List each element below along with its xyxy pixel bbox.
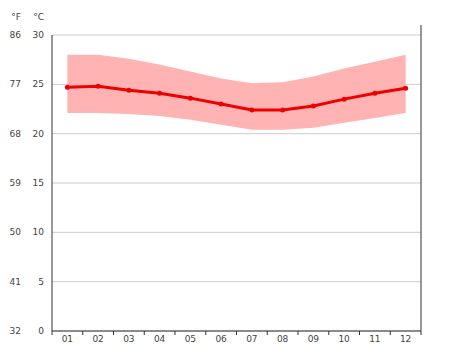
- y-tick-label: 25: [33, 79, 44, 89]
- x-tick-label: 12: [400, 334, 411, 344]
- marker: [311, 104, 316, 109]
- marker: [188, 96, 193, 101]
- x-tick: [175, 331, 176, 335]
- x-tick-label: 07: [246, 334, 257, 344]
- y2-tick-label: 77: [10, 79, 21, 89]
- x-tick: [113, 331, 114, 335]
- marker: [65, 85, 70, 90]
- marker: [280, 107, 285, 112]
- y2-axis-label: °F: [11, 12, 21, 22]
- y2-tick-label: 32: [10, 326, 21, 336]
- x-tick: [421, 331, 422, 335]
- y-tick-label: 15: [33, 178, 44, 188]
- marker: [249, 107, 254, 112]
- x-tick: [236, 331, 237, 335]
- grid-line: [52, 35, 421, 36]
- x-tick-label: 11: [369, 334, 380, 344]
- x-tick-label: 01: [62, 334, 73, 344]
- y-axis: [52, 35, 53, 331]
- x-tick: [298, 331, 299, 335]
- x-tick: [390, 331, 391, 335]
- x-tick: [52, 331, 53, 335]
- y2-tick-label: 86: [10, 30, 22, 40]
- line: [67, 86, 405, 110]
- y-tick-label: 10: [33, 227, 45, 237]
- x-tick-label: 10: [338, 334, 350, 344]
- y2-tick-label: 50: [10, 227, 22, 237]
- y-tick-label: 5: [38, 277, 44, 287]
- x-tick: [267, 331, 268, 335]
- x-tick-label: 02: [92, 334, 103, 344]
- marker: [403, 86, 408, 91]
- grid-line: [52, 281, 421, 282]
- x-tick-label: 04: [154, 334, 166, 344]
- y-axis-label: °C: [33, 12, 44, 22]
- marker: [372, 91, 377, 96]
- marker: [342, 97, 347, 102]
- x-tick: [82, 331, 83, 335]
- y-tick-label: 0: [38, 326, 44, 336]
- x-tick: [328, 331, 329, 335]
- right-axis: [421, 25, 422, 331]
- x-tick-label: 08: [277, 334, 289, 344]
- x-tick: [359, 331, 360, 335]
- grid-line: [52, 232, 421, 233]
- chart: 05101520253032415059687786°F°C0102030405…: [0, 0, 474, 355]
- x-tick-label: 03: [123, 334, 134, 344]
- y-tick-label: 20: [33, 129, 45, 139]
- marker: [126, 88, 131, 93]
- x-tick: [205, 331, 206, 335]
- x-tick-label: 06: [215, 334, 227, 344]
- marker: [157, 91, 162, 96]
- x-tick: [144, 331, 145, 335]
- grid-line: [52, 183, 421, 184]
- marker: [219, 102, 224, 107]
- y2-tick-label: 41: [10, 277, 21, 287]
- plot-area: [65, 55, 408, 130]
- grid-line: [52, 133, 421, 134]
- x-tick-label: 09: [308, 334, 320, 344]
- x-tick-label: 05: [185, 334, 196, 344]
- range-band: [67, 55, 405, 130]
- y-tick-label: 30: [33, 30, 45, 40]
- y2-tick-label: 68: [10, 129, 22, 139]
- y2-tick-label: 59: [10, 178, 22, 188]
- marker: [96, 84, 101, 89]
